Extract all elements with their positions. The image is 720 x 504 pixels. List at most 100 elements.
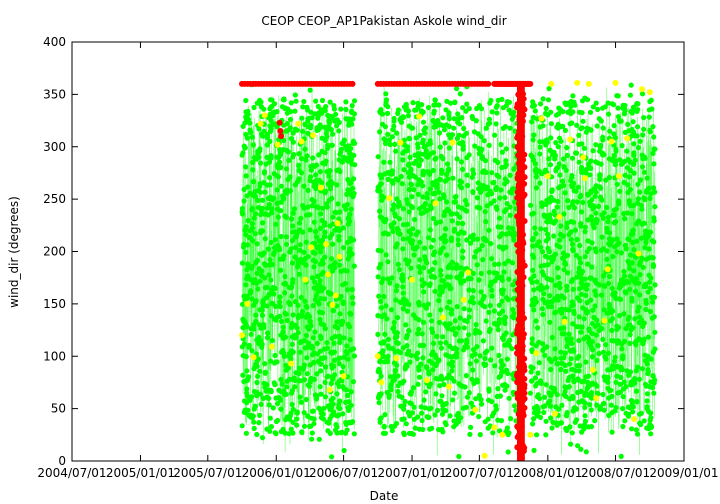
green-point xyxy=(246,344,252,350)
green-point xyxy=(283,334,289,340)
green-point xyxy=(605,350,612,356)
green-point xyxy=(651,239,657,245)
green-point xyxy=(483,318,489,324)
green-point xyxy=(620,386,626,392)
green-point xyxy=(594,357,600,363)
green-point xyxy=(581,316,587,322)
green-point xyxy=(329,454,335,460)
green-point xyxy=(401,378,407,384)
green-point xyxy=(331,357,338,363)
green-point xyxy=(645,289,651,295)
green-point xyxy=(273,303,279,310)
green-point xyxy=(644,404,650,410)
green-point xyxy=(540,341,546,347)
green-point xyxy=(388,423,394,430)
green-point xyxy=(460,105,466,111)
green-point xyxy=(286,376,293,382)
green-point xyxy=(259,435,266,441)
green-point xyxy=(250,159,256,165)
green-point xyxy=(310,303,316,309)
green-point xyxy=(498,224,504,230)
green-point xyxy=(395,261,401,267)
green-point xyxy=(630,129,637,135)
green-point xyxy=(537,124,543,130)
green-point xyxy=(643,189,650,195)
green-point xyxy=(421,144,427,150)
green-point xyxy=(250,280,256,286)
green-point xyxy=(495,159,501,165)
green-point xyxy=(500,382,506,388)
green-point xyxy=(608,402,614,408)
green-point xyxy=(506,276,512,282)
green-point xyxy=(438,272,444,278)
green-point xyxy=(582,254,588,260)
green-point xyxy=(249,296,255,302)
y-tick-label: 100 xyxy=(43,349,66,363)
green-point xyxy=(320,261,326,267)
green-point xyxy=(547,276,553,283)
green-point xyxy=(312,279,318,285)
green-point xyxy=(545,112,551,118)
green-point xyxy=(569,241,576,247)
green-point xyxy=(255,197,261,203)
green-point xyxy=(621,279,627,285)
green-point xyxy=(454,412,460,418)
green-point xyxy=(640,323,646,329)
green-point xyxy=(499,149,505,155)
green-point xyxy=(464,394,471,400)
green-point xyxy=(598,292,605,298)
green-point xyxy=(486,116,492,122)
green-point xyxy=(600,105,606,111)
green-point xyxy=(415,350,421,356)
green-point xyxy=(350,185,356,191)
green-point xyxy=(637,138,643,144)
green-point xyxy=(406,209,412,215)
green-point xyxy=(389,428,395,434)
yellow-point xyxy=(329,301,336,308)
green-point xyxy=(395,388,401,395)
green-point xyxy=(622,216,628,222)
green-point xyxy=(289,341,295,347)
green-point xyxy=(393,244,399,250)
green-point xyxy=(602,283,608,289)
yellow-point xyxy=(538,115,545,122)
green-point xyxy=(309,115,315,121)
green-point xyxy=(289,401,295,408)
green-point xyxy=(628,109,634,115)
green-point xyxy=(427,282,433,289)
yellow-point xyxy=(527,431,534,438)
green-point xyxy=(554,420,560,426)
green-point xyxy=(412,216,418,223)
green-point xyxy=(460,405,467,411)
green-point xyxy=(388,222,394,228)
green-point xyxy=(600,246,607,252)
green-point xyxy=(615,105,621,111)
green-point xyxy=(400,275,406,281)
green-point xyxy=(411,404,417,410)
green-point xyxy=(531,287,537,293)
green-point xyxy=(258,401,264,407)
green-point xyxy=(267,175,273,181)
green-point xyxy=(269,206,275,212)
green-point xyxy=(622,418,628,424)
green-point xyxy=(380,111,386,117)
green-point xyxy=(324,204,330,210)
green-point xyxy=(349,286,355,293)
green-point xyxy=(466,287,472,293)
green-point xyxy=(268,388,274,395)
green-point xyxy=(609,101,615,107)
green-point xyxy=(293,98,299,104)
green-point xyxy=(273,359,279,365)
yellow-point xyxy=(491,424,498,431)
green-point xyxy=(402,148,408,154)
green-point xyxy=(470,189,476,195)
green-point xyxy=(278,256,284,262)
green-point xyxy=(274,200,280,206)
green-point xyxy=(636,376,643,382)
green-point xyxy=(296,370,302,377)
green-point xyxy=(444,252,450,258)
green-point xyxy=(442,178,448,184)
green-point xyxy=(264,284,270,291)
green-point xyxy=(574,324,580,330)
green-point xyxy=(457,183,463,189)
